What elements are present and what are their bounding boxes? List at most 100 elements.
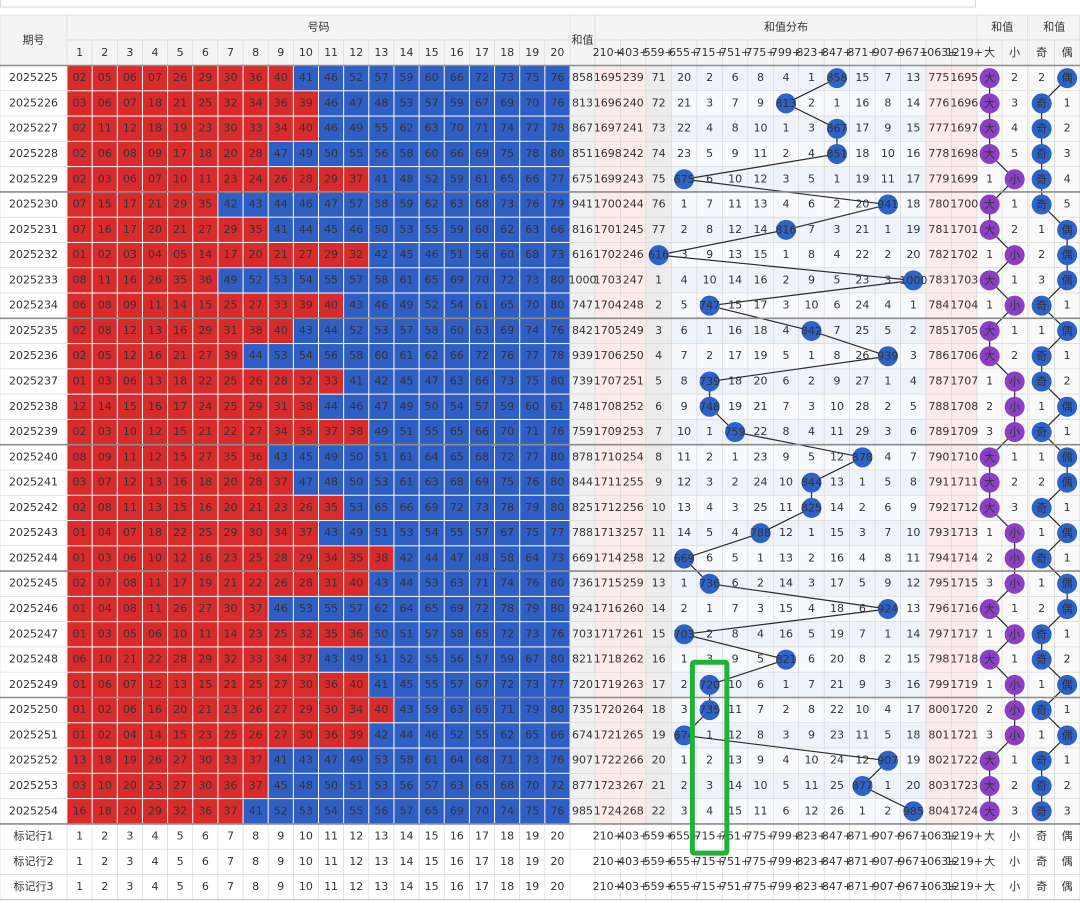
number: 11 (123, 501, 137, 514)
number-cell (142, 495, 168, 521)
parity-marker-text: 偶 (1062, 400, 1073, 413)
number: 12 (123, 324, 137, 337)
sum-marker-text: 720 (699, 678, 720, 691)
sum: 669 (572, 551, 593, 564)
footer-cell (1001, 874, 1028, 901)
number: 77 (550, 678, 564, 691)
footer-cell (1028, 874, 1055, 901)
number-cell (469, 167, 495, 192)
omission: 2 (706, 450, 713, 463)
dist-cell (925, 722, 952, 749)
issue-cell (0, 141, 68, 167)
number-cell (218, 596, 243, 622)
sum: 985 (572, 804, 593, 817)
sum-marker (674, 548, 695, 569)
number-cell (67, 369, 92, 394)
size-marker-text: 大 (984, 804, 995, 818)
dist-cell (849, 494, 876, 521)
omission: 14 (754, 223, 768, 236)
number: 37 (349, 172, 363, 185)
dist-cell (925, 419, 952, 446)
omission: 3 (706, 779, 713, 792)
dist-cell (747, 747, 774, 774)
number-cell (545, 419, 570, 445)
number: 08 (98, 501, 112, 514)
parity-omission: 1 (1038, 728, 1045, 741)
number: 06 (123, 703, 137, 716)
number: 75 (500, 147, 514, 160)
number-column-label: 12 (349, 880, 363, 893)
number-cell (92, 217, 117, 242)
number-cell (394, 799, 419, 824)
number: 65 (450, 425, 464, 438)
number: 29 (223, 526, 237, 539)
number: 50 (349, 476, 363, 489)
parity-marker-text: 奇 (1036, 198, 1047, 211)
number: 53 (274, 349, 288, 362)
number: 30 (299, 728, 313, 741)
number-cell (444, 546, 469, 571)
omission: 21 (677, 96, 691, 109)
omission: 16 (754, 273, 768, 286)
omission: 1708 (594, 400, 622, 413)
number-cell (268, 596, 293, 622)
sum: 825 (572, 501, 593, 514)
number: 58 (374, 198, 388, 211)
omission: 4 (783, 324, 790, 337)
number-cell (394, 369, 419, 394)
omission: 7 (732, 602, 739, 615)
sum: 759 (572, 425, 593, 438)
sum-cell (569, 494, 596, 521)
parity-marker-text: 偶 (1062, 678, 1073, 691)
number-cell (293, 698, 318, 723)
number: 52 (425, 172, 439, 185)
number-cell (117, 116, 142, 141)
number: 20 (123, 804, 137, 817)
number: 43 (400, 703, 414, 716)
sum-marker-text: 924 (877, 603, 898, 616)
number: 28 (299, 577, 313, 590)
number: 20 (223, 476, 237, 489)
number-cell (168, 546, 193, 571)
omission: 7 (732, 96, 739, 109)
size-omission: 3 (1011, 501, 1018, 514)
number-column-label: 17 (475, 830, 489, 843)
number-cell (319, 647, 344, 672)
parity-marker (1031, 346, 1052, 367)
number: 62 (500, 728, 514, 741)
number: 70 (450, 122, 464, 135)
omission: 1695 (594, 71, 622, 84)
omission: 268 (623, 804, 644, 817)
omission: 260 (623, 602, 644, 615)
size-omission: 2 (1011, 349, 1018, 362)
omission: 16 (652, 653, 666, 666)
omission: 10 (677, 425, 691, 438)
dist-column-label: 1219+ (946, 855, 983, 868)
number: 63 (475, 324, 489, 337)
omission: 12 (779, 526, 793, 539)
number-cell (319, 546, 344, 571)
omission: 244 (623, 198, 644, 211)
omission: 2 (808, 375, 815, 388)
number: 57 (475, 400, 489, 413)
number-column-label: 10 (299, 46, 313, 59)
number: 20 (148, 223, 162, 236)
number-cell (218, 773, 243, 799)
number: 31 (324, 577, 338, 590)
omission: 11 (754, 147, 768, 160)
number-cell (142, 192, 168, 217)
size-marker (1004, 523, 1025, 544)
number: 46 (324, 96, 338, 109)
header-cell (142, 39, 168, 66)
omission: 8 (859, 653, 866, 666)
dist-cell (925, 747, 952, 774)
omission: 3 (833, 223, 840, 236)
sum-marker (699, 700, 720, 721)
omission: 15 (779, 602, 793, 615)
number: 72 (475, 602, 489, 615)
omission: 10 (804, 754, 818, 767)
number: 20 (249, 248, 263, 261)
dist-column-label: 799+ (771, 830, 801, 843)
issue-cell (0, 671, 68, 698)
dist-cell (798, 621, 825, 648)
